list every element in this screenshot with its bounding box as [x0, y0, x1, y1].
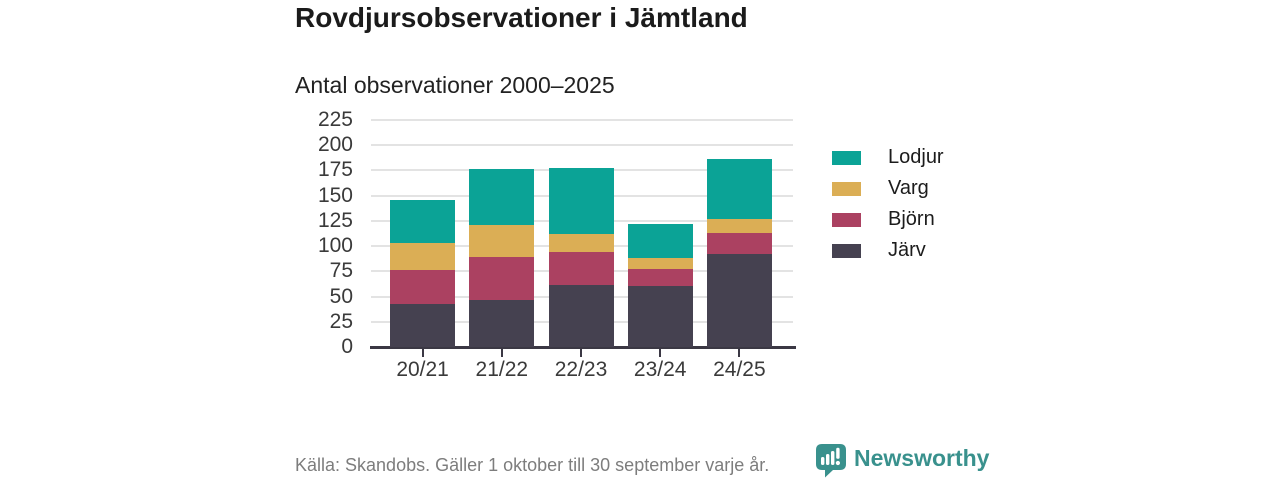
- bar-segment-22/23-Varg: [548, 234, 614, 253]
- legend: Lodjur Varg Björn Järv: [832, 142, 944, 266]
- bar-segment-21/22-Björn: [469, 257, 535, 300]
- bar-20/21: [390, 199, 456, 347]
- gridline-225: [371, 119, 793, 121]
- bar-segment-21/22-Varg: [469, 224, 535, 258]
- y-tick-label-100: 100: [317, 234, 353, 258]
- plot-area: 20/21 21/22 22/23 23/24 24/25: [370, 119, 796, 381]
- source-note: Källa: Skandobs. Gäller 1 oktober till 3…: [295, 455, 770, 475]
- bar-segment-22/23-Lodjur: [548, 168, 614, 235]
- legend-label-Järv: Järv: [888, 239, 926, 261]
- legend-item-Varg: Varg: [832, 173, 944, 204]
- y-tick-label-25: 25: [329, 309, 353, 333]
- bar-22/23: [548, 168, 614, 347]
- bar-segment-21/22-Järv: [469, 299, 535, 347]
- bar-segment-23/24-Björn: [627, 269, 693, 287]
- bar-segment-20/21-Lodjur: [390, 199, 456, 244]
- bar-segment-24/25-Lodjur: [706, 159, 772, 219]
- x-tick-label-24/25: 24/25: [713, 358, 766, 381]
- bar-24/25: [706, 159, 772, 347]
- legend-label-Lodjur: Lodjur: [888, 146, 944, 168]
- y-tick-label-175: 175: [317, 158, 353, 182]
- y-tick-label-150: 150: [317, 183, 353, 207]
- y-tick-label-50: 50: [329, 284, 353, 308]
- legend-swatch-Järv: [832, 243, 861, 258]
- legend-swatch-Lodjur: [832, 150, 861, 165]
- bar-segment-20/21-Varg: [390, 243, 456, 271]
- x-tick-24/25: [738, 349, 741, 357]
- x-tick-20/21: [421, 349, 424, 357]
- legend-item-Järv: Järv: [832, 235, 944, 266]
- legend-swatch-Varg: [832, 181, 861, 196]
- x-tick-label-20/21: 20/21: [396, 358, 449, 381]
- legend-item-Björn: Björn: [832, 204, 944, 235]
- gridline-200: [371, 144, 793, 147]
- newsworthy-branding: Newsworthy: [815, 443, 989, 478]
- y-tick-label-75: 75: [329, 259, 353, 283]
- bar-segment-22/23-Björn: [548, 252, 614, 286]
- y-tick-label-125: 125: [317, 208, 353, 232]
- legend-item-Lodjur: Lodjur: [832, 142, 944, 173]
- chart-subtitle: Antal observationer 2000–2025: [295, 72, 615, 98]
- bar-segment-24/25-Järv: [706, 254, 772, 347]
- bar-segment-20/21-Järv: [390, 303, 456, 347]
- x-tick-label-23/24: 23/24: [633, 358, 687, 381]
- x-axis-line: [370, 346, 796, 349]
- x-tick-23/24: [659, 349, 662, 357]
- legend-label-Björn: Björn: [888, 208, 935, 230]
- bar-23/24: [627, 223, 693, 347]
- newsworthy-wordmark: Newsworthy: [854, 445, 990, 471]
- legend-swatch-Björn: [832, 212, 861, 227]
- bar-segment-23/24-Lodjur: [627, 223, 693, 259]
- bar-segment-20/21-Björn: [390, 270, 456, 304]
- x-tick-label-22/23: 22/23: [554, 358, 608, 381]
- x-tick-22/23: [580, 349, 582, 357]
- x-tick-21/22: [500, 349, 503, 357]
- bar-segment-24/25-Björn: [706, 233, 772, 255]
- chart-title: Rovdjursobservationer i Jämtland: [295, 2, 748, 33]
- y-tick-label-200: 200: [317, 133, 353, 157]
- x-tick-label-21/22: 21/22: [475, 358, 529, 381]
- bar-21/22: [469, 169, 535, 347]
- bar-segment-22/23-Järv: [548, 285, 614, 347]
- bar-segment-23/24-Varg: [627, 258, 693, 270]
- y-axis-labels: 0 25 50 75 100 125 150 175 200 225: [295, 108, 357, 358]
- bar-segment-21/22-Lodjur: [469, 169, 535, 225]
- bar-segment-23/24-Järv: [627, 286, 693, 347]
- y-tick-label-0: 0: [341, 335, 353, 358]
- y-tick-label-225: 225: [317, 108, 353, 131]
- newsworthy-logo-icon: [816, 444, 846, 478]
- legend-label-Varg: Varg: [888, 177, 929, 199]
- bar-segment-24/25-Varg: [706, 218, 772, 234]
